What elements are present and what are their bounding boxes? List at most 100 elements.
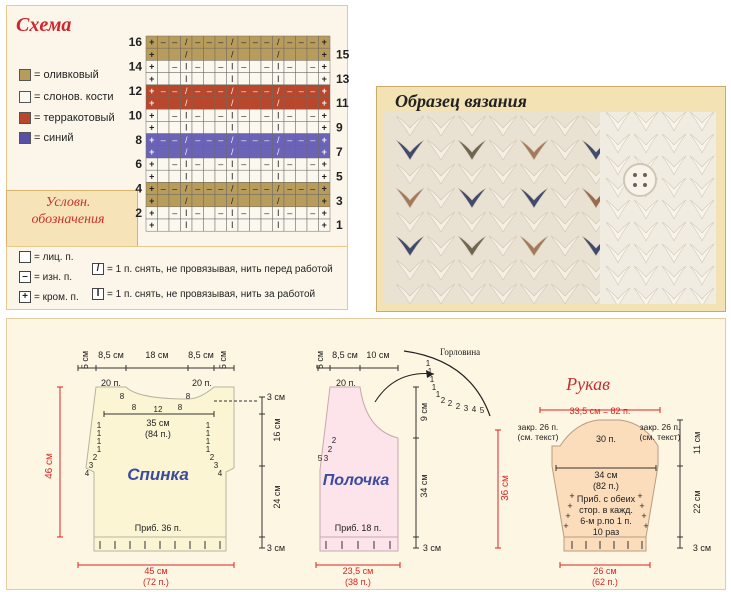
- back-left-num: 4: [85, 469, 90, 478]
- sleeve-inc-mark: +: [563, 521, 568, 531]
- chart-cell-symbol: +: [322, 159, 327, 169]
- front-title: Полочка: [323, 472, 390, 489]
- button-icon: [623, 163, 657, 197]
- chart-cell-symbol: –: [310, 86, 315, 96]
- legend-terra-label: = терракотовый: [34, 112, 115, 124]
- sleeve-top-stitches: 30 п.: [596, 434, 616, 444]
- sleeve-inc-mark: +: [643, 521, 648, 531]
- sleeve-note-line: Приб. с обеих: [577, 494, 636, 504]
- sleeve-side-h2: 22 см: [692, 490, 702, 513]
- chart-cell-symbol: –: [299, 184, 304, 194]
- neckline-num: 2: [456, 402, 461, 411]
- sleeve-note-line: стор. в кажд.: [579, 505, 633, 515]
- chart-cell-symbol: /: [277, 49, 280, 59]
- sleeve-close-right-note: (см. текст): [640, 432, 681, 442]
- chart-cell-symbol: –: [218, 37, 223, 47]
- chart-cell-symbol: /: [277, 86, 280, 96]
- chart-cell-symbol: +: [149, 184, 154, 194]
- chart-cell-symbol: –: [172, 62, 177, 72]
- symbol-edge-label: = кром. п.: [34, 291, 79, 303]
- chart-cell-symbol: –: [287, 208, 292, 218]
- front-side-h4: 3 см: [423, 543, 441, 553]
- chart-cell-symbol: –: [195, 62, 200, 72]
- knit-sample-photo: [384, 112, 716, 304]
- chart-cell-symbol: –: [195, 37, 200, 47]
- chart-cell-symbol: /: [231, 135, 234, 145]
- chart-cell-symbol: /: [231, 98, 234, 108]
- chart-cell-symbol: +: [322, 171, 327, 181]
- chart-cell-symbol: I: [231, 62, 234, 72]
- chart-cell-symbol: –: [218, 184, 223, 194]
- chart-cell-symbol: –: [287, 159, 292, 169]
- back-side-h3: 24 см: [272, 485, 282, 508]
- row-label-right: 9: [336, 121, 343, 135]
- chart-cell-symbol: /: [231, 49, 234, 59]
- chart-cell-symbol: –: [241, 208, 246, 218]
- chart-cell-symbol: –: [218, 159, 223, 169]
- row-label-left: 12: [129, 84, 143, 98]
- symbols-title-line2: обозначения: [31, 212, 105, 227]
- front-side-h2: 9 см: [419, 403, 429, 421]
- sleeve-inc-mark: +: [639, 501, 644, 511]
- chart-cell-symbol: –: [195, 159, 200, 169]
- neckline-arrow: [374, 373, 435, 403]
- chart-cell-symbol: /: [185, 184, 188, 194]
- chart-cell-symbol: I: [185, 74, 188, 84]
- front-rib: [319, 536, 399, 552]
- row-label-left: 16: [129, 35, 143, 49]
- chart-cell-symbol: /: [185, 49, 188, 59]
- neckline-num: 1: [436, 390, 441, 399]
- chart-cell-symbol: –: [218, 86, 223, 96]
- back-left-num: 1: [97, 421, 102, 430]
- arrow-head-icon: [426, 370, 434, 378]
- chart-cell-symbol: I: [231, 74, 234, 84]
- legend-terra: = терракотовый: [19, 112, 115, 124]
- knit-symbol-icon: [19, 251, 31, 263]
- sleeve-close-right: закр. 26 п.: [640, 422, 681, 432]
- back-top-w4: 8,5 см: [188, 350, 214, 360]
- legend-olive-label: = оливковый: [34, 69, 99, 81]
- chart-cell-symbol: –: [264, 37, 269, 47]
- chart-cell-symbol: –: [241, 86, 246, 96]
- chart-cell-symbol: –: [310, 135, 315, 145]
- chart-cell-symbol: –: [287, 37, 292, 47]
- chart-cell-symbol: –: [310, 62, 315, 72]
- front-bottom-stitches: (38 п.): [345, 577, 371, 587]
- chart-cell-symbol: +: [322, 220, 327, 230]
- chart-cell-symbol: I: [277, 208, 280, 218]
- chart-cell-symbol: /: [185, 86, 188, 96]
- sleeve-inc-mark: +: [641, 511, 646, 521]
- chart-cell-symbol: /: [277, 184, 280, 194]
- chart-cell-symbol: –: [310, 184, 315, 194]
- sleeve-bottom-stitches: (62 п.): [592, 577, 618, 587]
- front-left-num: 3: [324, 454, 329, 463]
- chart-cell-symbol: +: [149, 74, 154, 84]
- chart-cell-symbol: –: [299, 86, 304, 96]
- chart-cell-symbol: +: [322, 86, 327, 96]
- row-label-left: 14: [129, 60, 143, 74]
- chart-cell-symbol: –: [172, 135, 177, 145]
- chart-cell-symbol: –: [195, 110, 200, 120]
- chart-cell-symbol: I: [185, 110, 188, 120]
- back-side-h2: 16 см: [272, 418, 282, 441]
- back-neck-num: 8: [186, 392, 191, 401]
- chart-cell-symbol: –: [172, 37, 177, 47]
- chart-cell-symbol: I: [231, 110, 234, 120]
- chart-cell-symbol: –: [264, 62, 269, 72]
- chart-cell-symbol: /: [277, 135, 280, 145]
- chart-cell-symbol: +: [322, 135, 327, 145]
- back-title: Спинка: [127, 465, 189, 484]
- chart-cell-symbol: I: [231, 123, 234, 133]
- chart-cell-symbol: +: [149, 98, 154, 108]
- symbol-purl-label: = изн. п.: [34, 271, 73, 283]
- chart-cell-symbol: I: [185, 159, 188, 169]
- front-piece: [319, 386, 399, 538]
- sleeve-inc-mark: +: [637, 491, 642, 501]
- sleeve-inner-width: 34 см: [594, 470, 617, 480]
- back-piece: [85, 386, 235, 538]
- chart-cell-symbol: /: [231, 196, 234, 206]
- chart-cell-symbol: –: [264, 110, 269, 120]
- chart-cell-symbol: /: [185, 196, 188, 206]
- chart-cell-symbol: +: [149, 62, 154, 72]
- chart-cell-symbol: –: [253, 135, 258, 145]
